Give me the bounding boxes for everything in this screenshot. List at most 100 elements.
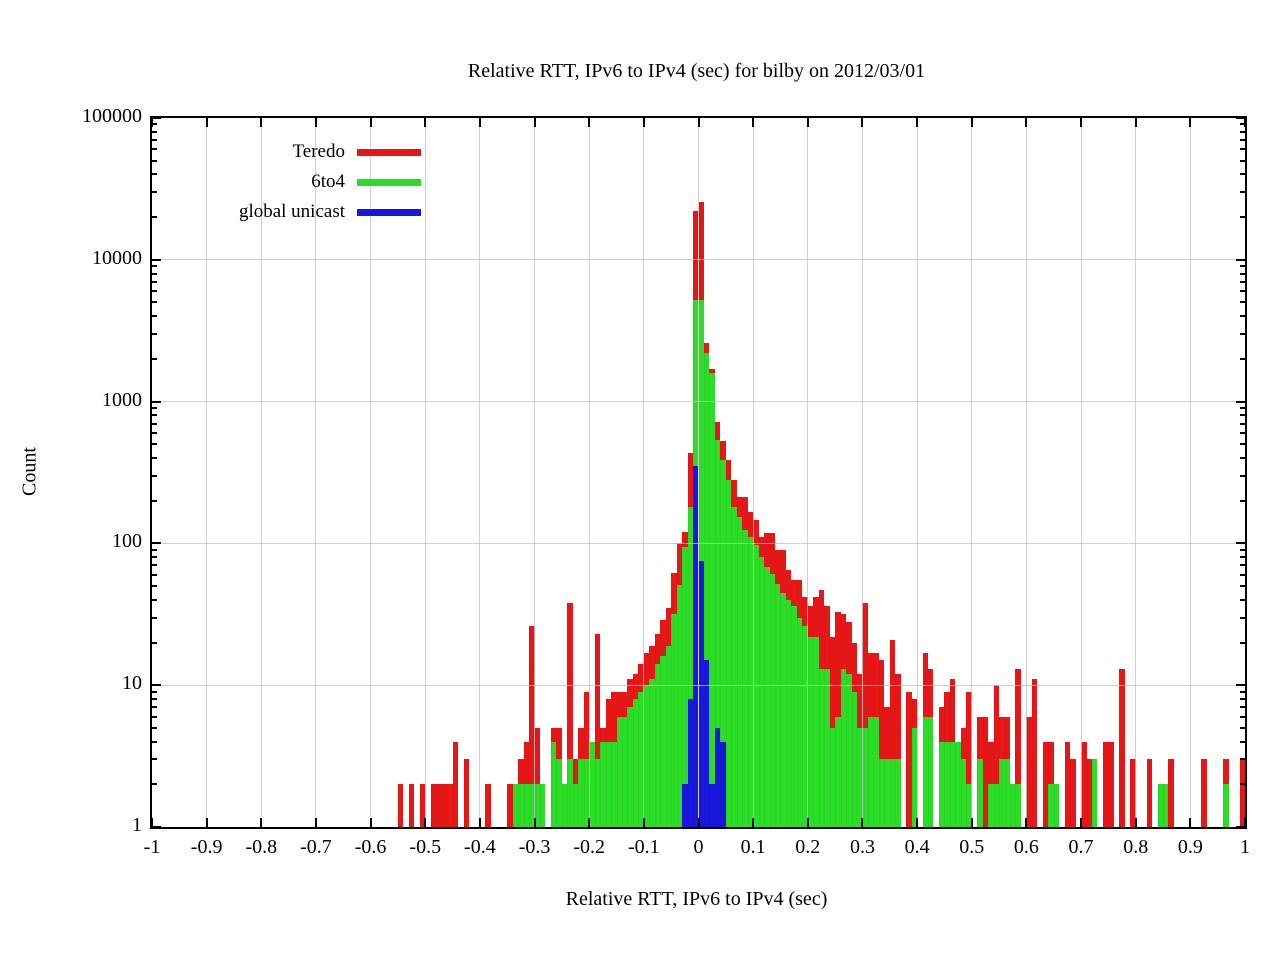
y-tick-label: 1000 xyxy=(102,388,142,411)
legend-label: global unicast xyxy=(238,201,345,222)
y-tick xyxy=(152,443,157,446)
gridline-vertical xyxy=(1189,118,1191,827)
y-tick xyxy=(1240,138,1245,141)
histogram-bar-teredo xyxy=(1130,759,1136,827)
y-tick xyxy=(152,499,157,502)
histogram-bar-6to4 xyxy=(895,759,901,827)
y-tick xyxy=(152,173,157,176)
histogram-bar-6to4 xyxy=(960,759,967,827)
histogram-bar-teredo xyxy=(878,660,885,827)
histogram-bar-6to4 xyxy=(944,741,950,827)
histogram-bar-teredo xyxy=(419,784,426,827)
y-tick xyxy=(152,706,157,709)
gridline-vertical xyxy=(315,118,317,827)
y-tick xyxy=(152,216,157,219)
x-tick xyxy=(916,818,919,827)
histogram-bar-6to4 xyxy=(550,741,557,827)
y-tick xyxy=(152,573,157,576)
x-tick-label: -0.9 xyxy=(190,836,223,858)
x-tick xyxy=(806,818,809,827)
y-tick xyxy=(1240,740,1245,743)
histogram-bar-teredo xyxy=(1070,759,1076,827)
gridline-horizontal xyxy=(152,684,1245,686)
y-tick xyxy=(1236,258,1245,261)
histogram-bar-global-unicast xyxy=(687,698,694,827)
histogram-bar-6to4 xyxy=(938,741,945,827)
y-tick xyxy=(152,826,161,828)
histogram-bar-6to4 xyxy=(889,759,896,827)
histogram-bar-global-unicast xyxy=(720,741,726,827)
y-tick xyxy=(152,684,161,687)
x-tick-label: -0.1 xyxy=(628,836,660,858)
gridline-vertical xyxy=(971,118,973,827)
x-tick xyxy=(1189,818,1192,827)
histogram-bar-6to4 xyxy=(873,716,879,827)
x-tick xyxy=(260,118,263,127)
histogram-bar-6to4 xyxy=(862,727,868,827)
x-tick xyxy=(861,118,864,127)
histogram-bar-6to4 xyxy=(802,626,808,827)
histogram-bar-teredo xyxy=(436,784,442,827)
y-tick xyxy=(1240,159,1245,162)
x-tick-label: 0.8 xyxy=(1123,836,1149,858)
histogram-bar-6to4 xyxy=(611,741,617,827)
histogram-bar-teredo xyxy=(430,784,437,827)
histogram-bar-6to4 xyxy=(775,583,781,827)
histogram-bar-6to4 xyxy=(616,716,622,827)
x-tick-label: 0 xyxy=(693,836,704,858)
x-tick xyxy=(752,818,755,827)
y-tick xyxy=(1240,191,1245,194)
histogram-bar-6to4 xyxy=(911,727,918,827)
histogram-bar-6to4 xyxy=(589,741,595,827)
histogram-bar-6to4 xyxy=(627,707,633,827)
histogram-bar-6to4 xyxy=(671,613,677,827)
histogram-bar-6to4 xyxy=(922,716,929,827)
y-tick xyxy=(152,407,157,410)
histogram-bar-6to4 xyxy=(583,759,590,827)
histogram-bar-6to4 xyxy=(807,636,814,827)
gridline-horizontal xyxy=(152,259,1245,261)
y-tick xyxy=(1240,130,1245,133)
y-tick xyxy=(1240,432,1245,435)
legend-row: global unicast xyxy=(152,197,421,227)
histogram-bar-teredo xyxy=(1031,679,1038,827)
histogram-bar-6to4 xyxy=(512,784,519,827)
x-tick xyxy=(1080,818,1083,827)
histogram-bar-teredo xyxy=(485,784,491,827)
y-tick xyxy=(152,758,157,761)
gridline-vertical xyxy=(206,118,208,827)
histogram-bar-6to4 xyxy=(796,617,803,827)
x-tick xyxy=(752,118,755,127)
histogram-bar-teredo xyxy=(1015,669,1021,827)
histogram-bar-6to4 xyxy=(720,460,726,827)
histogram-bar-6to4 xyxy=(518,784,524,827)
histogram-bar-global-unicast xyxy=(714,727,721,827)
y-tick xyxy=(152,357,157,360)
y-tick xyxy=(152,280,157,283)
y-tick xyxy=(152,422,157,425)
y-tick xyxy=(1236,826,1245,828)
histogram-bar-6to4 xyxy=(660,656,666,827)
x-tick xyxy=(260,818,263,827)
histogram-bar-6to4 xyxy=(529,784,535,827)
y-tick xyxy=(1240,706,1245,709)
gridline-vertical xyxy=(479,118,481,827)
y-tick xyxy=(1240,499,1245,502)
histogram-bar-teredo xyxy=(988,741,994,827)
x-tick xyxy=(369,118,372,127)
histogram-bar-teredo xyxy=(1201,759,1207,827)
histogram-bar-6to4 xyxy=(791,606,797,827)
y-tick xyxy=(1240,422,1245,425)
y-tick xyxy=(152,272,157,275)
histogram-bar-6to4 xyxy=(840,669,847,827)
chart-title: Relative RTT, IPv6 to IPv4 (sec) for bil… xyxy=(467,60,926,82)
x-tick xyxy=(314,818,317,827)
y-tick xyxy=(152,598,157,601)
y-axis-label: Count xyxy=(18,447,41,496)
y-tick xyxy=(1240,690,1245,693)
histogram-bar-global-unicast xyxy=(682,784,688,827)
histogram-bar-6to4 xyxy=(709,372,715,827)
y-tick xyxy=(152,130,157,133)
y-tick-label: 1 xyxy=(132,814,142,836)
y-tick xyxy=(152,556,157,559)
